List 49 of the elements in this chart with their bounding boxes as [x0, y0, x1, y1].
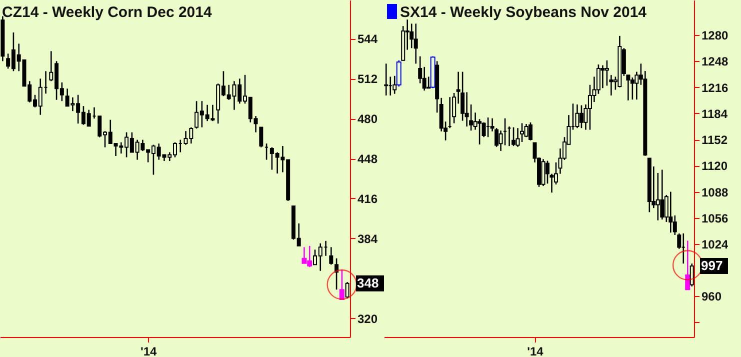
text: 348: [357, 275, 379, 290]
candlestick: [329, 246, 334, 266]
candlestick: [422, 66, 426, 92]
y-tick-label: 544: [358, 32, 378, 46]
text: 997: [701, 258, 723, 274]
y-tick-label: 1024: [702, 237, 729, 252]
y-tick-label: 416: [358, 192, 378, 206]
y-tick-label: 1056: [702, 211, 729, 226]
candlestick: [464, 92, 469, 128]
y-tick-label: 1248: [702, 54, 729, 69]
y-tick-label: 320: [358, 312, 378, 326]
y-tick-label: 1184: [702, 106, 728, 121]
y-tick-label: 960: [702, 290, 722, 304]
candlestick: [520, 122, 524, 143]
y-tick-label: 1120: [702, 159, 728, 174]
x-tick-label: '14: [527, 344, 544, 357]
candlestick: [259, 126, 264, 148]
candlestick: [579, 104, 584, 129]
candlestick: [482, 122, 486, 138]
y-tick-label: 512: [358, 72, 378, 86]
candlestick: [345, 281, 350, 299]
chart-title: SX14 - Weekly Soybeans Nov 2014: [400, 4, 648, 21]
y-tick-label: 448: [358, 152, 378, 166]
y-tick-label: 1216: [702, 80, 729, 95]
candlestick: [660, 169, 664, 220]
candlestick: [668, 191, 673, 234]
candlestick: [516, 127, 520, 148]
chart-title: CZ14 - Weekly Corn Dec 2014: [2, 4, 212, 21]
candlestick: [634, 71, 639, 100]
y-tick-label: 1152: [702, 133, 728, 148]
y-tick-label: 384: [358, 232, 378, 246]
candlestick: [630, 76, 634, 100]
candlestick: [414, 23, 418, 64]
x-tick-label: '14: [140, 344, 158, 357]
y-tick-label: 1280: [702, 28, 729, 43]
candlestick: [528, 122, 533, 141]
candlestick: [478, 118, 482, 146]
candlestick: [384, 62, 388, 96]
candlestick: [600, 64, 605, 89]
candlestick: [524, 123, 528, 138]
y-tick-label: 1088: [702, 185, 729, 200]
candlestick: [690, 262, 694, 288]
candlestick: [604, 60, 609, 86]
candlestick: [575, 104, 580, 129]
candlestick: [339, 268, 344, 300]
candlestick: [541, 158, 546, 187]
y-tick-label: 480: [358, 112, 378, 126]
candlestick: [512, 126, 516, 147]
candlestick: [685, 240, 690, 290]
